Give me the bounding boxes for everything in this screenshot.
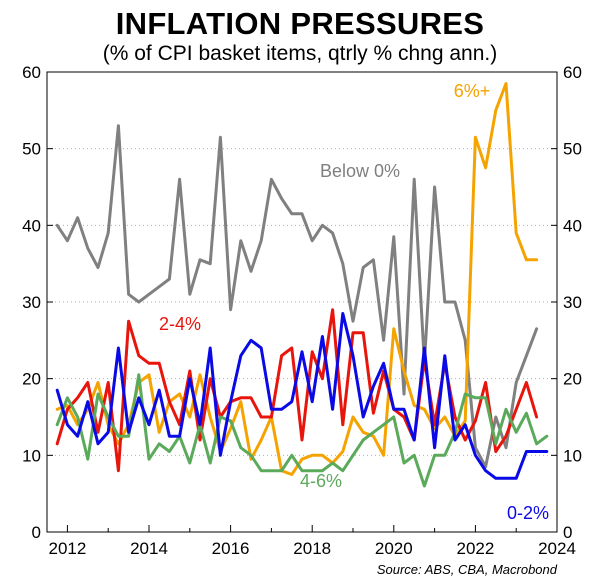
chart-subtitle: (% of CPI basket items, qtrly % chng ann…	[102, 42, 498, 65]
series-line-below-0-	[55, 124, 539, 469]
y-tick-label-right: 30	[563, 293, 582, 312]
x-tick-label: 2012	[48, 539, 86, 558]
series-lines	[55, 82, 549, 488]
y-tick-label-left: 30	[22, 293, 41, 312]
y-tick-label-right: 60	[563, 63, 582, 82]
x-tick-label: 2024	[538, 539, 576, 558]
series-line-0-2-	[55, 312, 549, 480]
y-tick-label-left: 20	[22, 370, 41, 389]
y-tick-label-left: 0	[32, 523, 41, 542]
x-tick-label: 2022	[456, 539, 494, 558]
chart-title: INFLATION PRESSURES	[115, 6, 485, 41]
y-tick-label-left: 40	[22, 216, 41, 235]
series-label-4-6: 4-6%	[300, 471, 342, 491]
series-label-2-4: 2-4%	[159, 314, 201, 334]
x-tick-label: 2018	[293, 539, 331, 558]
source-note: Source: ABS, CBA, Macrobond	[377, 562, 558, 577]
y-tick-label-left: 10	[22, 446, 41, 465]
x-tick-label: 2014	[130, 539, 168, 558]
y-tick-label-right: 10	[563, 446, 582, 465]
y-tick-label-left: 60	[22, 63, 41, 82]
y-tick-label-right: 50	[563, 140, 582, 159]
series-line-4-6-	[55, 373, 549, 488]
series-label-6-plus: 6%+	[454, 81, 491, 101]
y-tick-label-right: 0	[563, 523, 572, 542]
y-tick-label-right: 40	[563, 216, 582, 235]
x-tick-label: 2016	[212, 539, 250, 558]
series-label-0-2: 0-2%	[507, 503, 549, 523]
series-label-below-0: Below 0%	[320, 161, 400, 181]
x-tick-label: 2020	[375, 539, 413, 558]
y-tick-label-left: 50	[22, 140, 41, 159]
y-tick-label-right: 20	[563, 370, 582, 389]
